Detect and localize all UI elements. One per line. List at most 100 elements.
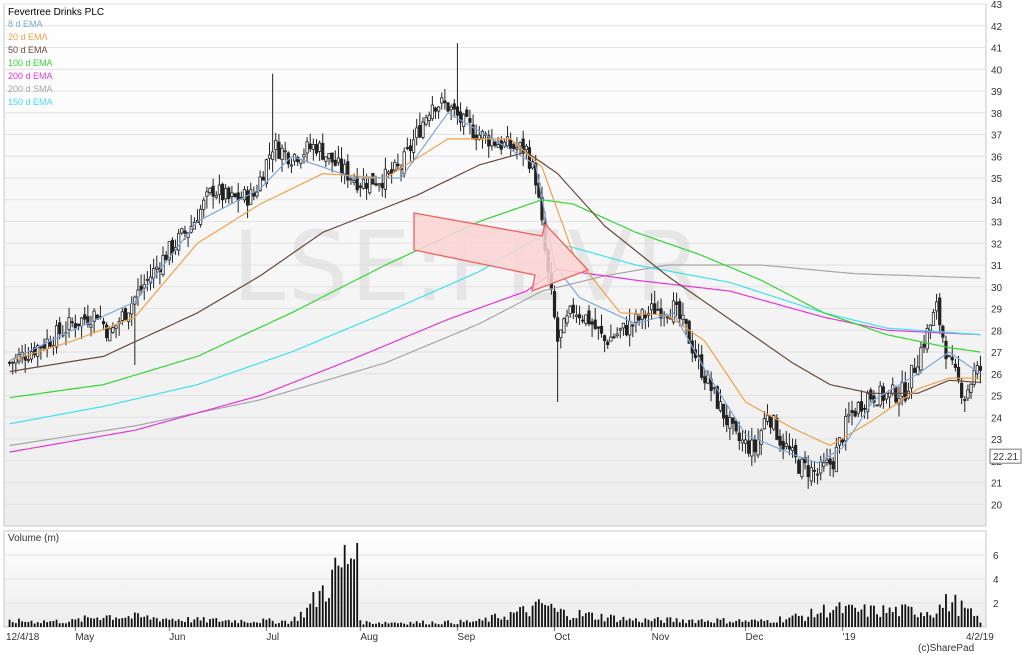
volume-bar [669, 617, 672, 627]
volume-bar [105, 615, 108, 627]
candle-body [828, 458, 832, 465]
volume-bar [384, 621, 387, 627]
volume-bar [963, 607, 966, 627]
candle-body [518, 142, 522, 147]
candle-body [778, 435, 782, 446]
candle-body [408, 145, 413, 151]
candle-body [211, 185, 215, 197]
candle-body [70, 321, 74, 324]
candle-body [934, 301, 939, 312]
candle-body [490, 138, 494, 147]
volume-bar [732, 622, 734, 627]
candle-body [609, 336, 613, 342]
volume-bar [108, 615, 111, 627]
last-price-label: 22.21 [993, 452, 1018, 463]
volume-bar [418, 623, 421, 627]
volume-bar [819, 612, 822, 627]
volume-bar [938, 604, 941, 627]
candle-body [552, 291, 557, 318]
volume-bar [146, 615, 149, 627]
candle-body [922, 343, 926, 348]
volume-bars [8, 543, 982, 627]
volume-bar [738, 619, 741, 627]
volume-bar [71, 619, 74, 627]
volume-bar [224, 620, 227, 627]
volume-tick-label: 4 [993, 575, 999, 586]
volume-bar [785, 619, 788, 627]
candle-body [574, 314, 579, 317]
candle-body [809, 467, 813, 482]
candle-body [740, 439, 745, 444]
volume-bar [387, 623, 390, 627]
y-tick-label: 34 [991, 196, 1003, 207]
candle-body [92, 310, 96, 323]
candle-body [527, 147, 532, 169]
y-tick-label: 31 [991, 261, 1003, 272]
x-tick-label: 12/4/18 [6, 632, 40, 643]
candle-body [142, 284, 146, 289]
volume-bar [760, 619, 763, 627]
volume-bar [606, 617, 609, 627]
volume-bar [256, 622, 258, 627]
y-tick-label: 39 [991, 87, 1003, 98]
volume-bar [678, 622, 681, 627]
volume-bar [847, 604, 850, 627]
candle-body [455, 106, 460, 116]
volume-bar [932, 617, 935, 627]
candle-body [916, 366, 920, 376]
legend-entry: 20 d EMA [8, 32, 48, 42]
candle-body [105, 324, 109, 339]
volume-bar [65, 623, 67, 627]
candle-body [120, 311, 124, 321]
candle-body [383, 168, 387, 190]
volume-bar [869, 605, 872, 627]
candle-body [393, 161, 397, 171]
candle-body [29, 351, 34, 360]
volume-bar [321, 585, 324, 627]
volume-bar [594, 619, 597, 627]
volume-bar [916, 617, 919, 627]
volume-bar [979, 622, 982, 627]
volume-bar [744, 620, 747, 627]
candle-body [568, 305, 572, 315]
candle-body [524, 145, 528, 151]
volume-bar [929, 615, 932, 627]
volume-bar [725, 623, 728, 627]
volume-bar [140, 617, 143, 627]
volume-bar [400, 622, 402, 627]
volume-bar [519, 607, 521, 627]
volume-bar [672, 621, 675, 627]
candle-body [411, 139, 416, 153]
candle-body [33, 347, 37, 356]
candle-body [217, 184, 221, 195]
y-tick-label: 42 [991, 22, 1003, 33]
candle-body [900, 381, 904, 397]
volume-bar [487, 621, 490, 627]
volume-bar [80, 621, 83, 627]
candle-body [521, 138, 525, 154]
candle-body [45, 338, 49, 350]
volume-bar [180, 620, 183, 627]
candle-body [296, 157, 300, 163]
candle-body [58, 322, 62, 335]
candle-body [624, 324, 629, 336]
volume-bar [115, 617, 117, 627]
candle-body [765, 414, 770, 422]
volume-bar [591, 612, 593, 627]
candle-body [794, 444, 798, 458]
volume-bar [343, 544, 346, 627]
volume-bar [935, 613, 938, 627]
volume-bar [866, 616, 869, 627]
volume-bar [619, 620, 622, 627]
volume-bar [334, 557, 337, 627]
candle-body [759, 430, 763, 445]
candle-body [308, 143, 312, 150]
volume-bar [851, 604, 853, 627]
candle-body [822, 462, 826, 467]
volume-bar [381, 623, 384, 627]
y-tick-label: 21 [991, 479, 1003, 490]
moving-average-lines [9, 112, 981, 464]
candle-body [449, 106, 453, 111]
candle-body [649, 303, 654, 311]
volume-bar [829, 612, 832, 627]
